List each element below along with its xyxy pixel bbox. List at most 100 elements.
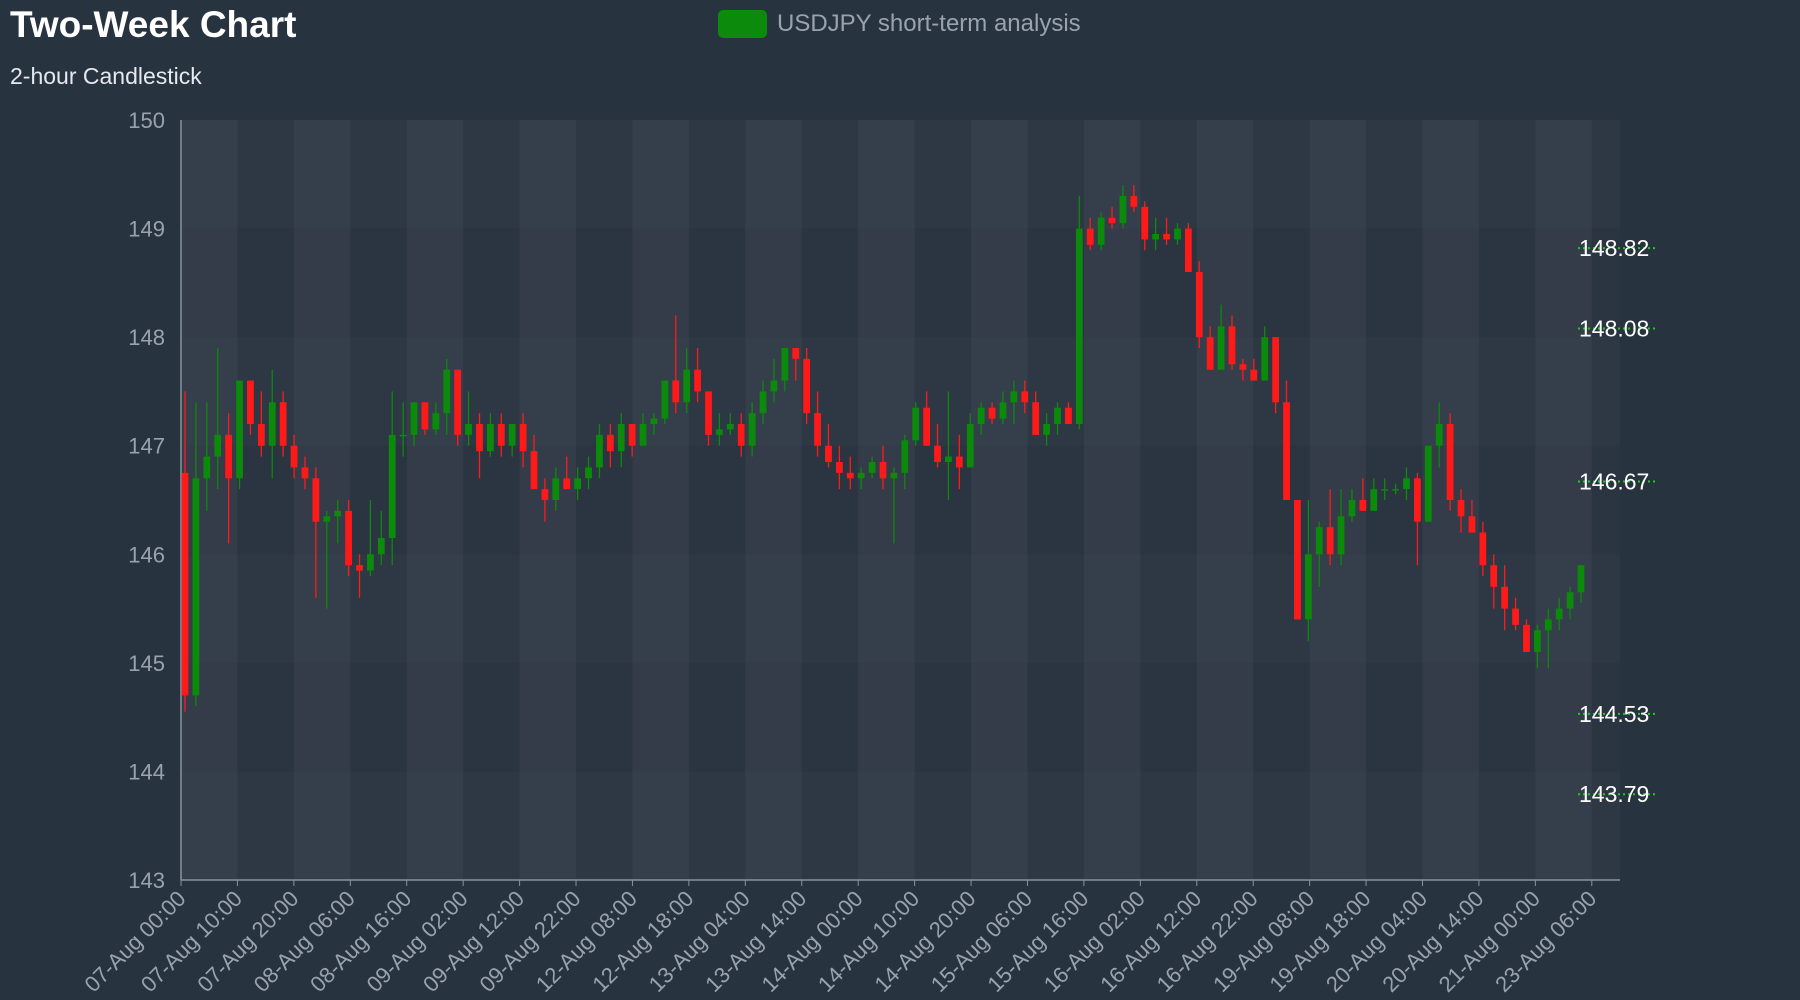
candle-body[interactable] bbox=[1217, 326, 1225, 370]
candle-body[interactable] bbox=[1043, 424, 1050, 435]
candle-body[interactable] bbox=[726, 424, 734, 430]
candle-body[interactable] bbox=[890, 472, 898, 479]
candle-body[interactable] bbox=[410, 402, 418, 435]
candle-body[interactable] bbox=[1152, 234, 1160, 240]
candle-body[interactable] bbox=[814, 413, 821, 446]
candle-body[interactable] bbox=[955, 456, 963, 468]
candle-body[interactable] bbox=[803, 358, 811, 414]
candle-body[interactable] bbox=[628, 424, 636, 446]
candle-body[interactable] bbox=[1555, 608, 1563, 620]
candle-body[interactable] bbox=[923, 407, 931, 446]
candle-body[interactable] bbox=[1381, 489, 1389, 491]
candle-body[interactable] bbox=[563, 478, 571, 490]
candle-body[interactable] bbox=[1403, 478, 1410, 490]
candle-body[interactable] bbox=[705, 391, 712, 435]
candle-body[interactable] bbox=[1446, 424, 1454, 500]
candle-body[interactable] bbox=[1359, 500, 1367, 511]
candle-body[interactable] bbox=[1010, 391, 1018, 403]
candle-body[interactable] bbox=[1304, 554, 1312, 620]
candle-body[interactable] bbox=[683, 369, 691, 403]
candle-body[interactable] bbox=[661, 380, 669, 419]
candle-body[interactable] bbox=[236, 380, 243, 479]
candle-body[interactable] bbox=[421, 402, 429, 430]
candle-body[interactable] bbox=[945, 456, 952, 462]
candle-body[interactable] bbox=[966, 424, 974, 468]
candle-body[interactable] bbox=[1577, 565, 1585, 593]
candle-body[interactable] bbox=[1065, 407, 1072, 424]
candle-body[interactable] bbox=[639, 424, 647, 446]
candle-body[interactable] bbox=[552, 478, 560, 500]
candle-body[interactable] bbox=[1174, 228, 1181, 240]
candle-body[interactable] bbox=[486, 424, 494, 452]
candle-body[interactable] bbox=[454, 369, 462, 435]
candle-body[interactable] bbox=[465, 424, 472, 435]
candle-body[interactable] bbox=[192, 478, 200, 696]
legend[interactable]: USDJPY short-term analysis bbox=[718, 9, 1081, 39]
candle-body[interactable] bbox=[1348, 500, 1356, 517]
candle-body[interactable] bbox=[1468, 516, 1476, 533]
candle-body[interactable] bbox=[1086, 228, 1094, 245]
candle-body[interactable] bbox=[792, 348, 800, 359]
candle-body[interactable] bbox=[443, 369, 451, 414]
candle-body[interactable] bbox=[1228, 326, 1236, 365]
candle-body[interactable] bbox=[530, 451, 538, 490]
candle-body[interactable] bbox=[345, 510, 352, 566]
candle-body[interactable] bbox=[279, 402, 287, 446]
candle-body[interactable] bbox=[672, 380, 680, 403]
candle-body[interactable] bbox=[290, 445, 298, 468]
candle-body[interactable] bbox=[1250, 369, 1258, 381]
candle-body[interactable] bbox=[1533, 630, 1541, 652]
candle-body[interactable] bbox=[1370, 489, 1378, 511]
candle-body[interactable] bbox=[432, 413, 440, 430]
candle-body[interactable] bbox=[377, 538, 385, 555]
candle-body[interactable] bbox=[1435, 424, 1443, 446]
candle-body[interactable] bbox=[508, 424, 516, 446]
candle-body[interactable] bbox=[247, 380, 254, 424]
candle-body[interactable] bbox=[476, 424, 483, 452]
candle-body[interactable] bbox=[781, 348, 789, 381]
candle-body[interactable] bbox=[257, 424, 265, 446]
candle-body[interactable] bbox=[879, 462, 887, 479]
candle-body[interactable] bbox=[759, 391, 767, 414]
candle-body[interactable] bbox=[748, 413, 756, 446]
candle-body[interactable] bbox=[617, 424, 625, 452]
candle-body[interactable] bbox=[1512, 608, 1519, 625]
candle-body[interactable] bbox=[1184, 228, 1192, 272]
candle-body[interactable] bbox=[912, 407, 920, 441]
candle-body[interactable] bbox=[1261, 337, 1269, 381]
candle-body[interactable] bbox=[1075, 228, 1083, 424]
candle-body[interactable] bbox=[1108, 217, 1116, 224]
candle-body[interactable] bbox=[1130, 196, 1138, 207]
candle-body[interactable] bbox=[399, 434, 407, 437]
candle-body[interactable] bbox=[1119, 196, 1127, 224]
candle-body[interactable] bbox=[268, 402, 276, 446]
candle-body[interactable] bbox=[1206, 337, 1214, 370]
candle-body[interactable] bbox=[596, 434, 603, 468]
candle-body[interactable] bbox=[1326, 527, 1334, 555]
candle-body[interactable] bbox=[999, 402, 1007, 419]
candle-body[interactable] bbox=[334, 510, 342, 517]
candle-body[interactable] bbox=[1523, 624, 1530, 652]
candle-body[interactable] bbox=[1283, 402, 1290, 500]
candle-body[interactable] bbox=[312, 478, 320, 522]
candle-body[interactable] bbox=[225, 434, 233, 479]
candle-body[interactable] bbox=[868, 462, 876, 473]
candle-body[interactable] bbox=[825, 445, 832, 462]
candle-body[interactable] bbox=[1392, 489, 1399, 491]
candle-body[interactable] bbox=[574, 478, 582, 490]
candle-body[interactable] bbox=[716, 429, 723, 435]
candle-body[interactable] bbox=[606, 434, 614, 452]
candle-body[interactable] bbox=[770, 380, 778, 392]
candle-body[interactable] bbox=[323, 516, 331, 522]
candle-body[interactable] bbox=[214, 434, 222, 457]
candle-body[interactable] bbox=[1294, 500, 1301, 620]
candle-body[interactable] bbox=[988, 407, 996, 419]
candle-body[interactable] bbox=[1272, 337, 1280, 403]
candle-body[interactable] bbox=[1032, 402, 1040, 435]
candle-body[interactable] bbox=[835, 462, 843, 473]
candle-body[interactable] bbox=[1424, 445, 1432, 522]
candle-body[interactable] bbox=[737, 424, 745, 446]
candle-body[interactable] bbox=[901, 440, 909, 473]
candle-body[interactable] bbox=[1490, 565, 1498, 587]
candle-body[interactable] bbox=[367, 554, 374, 571]
